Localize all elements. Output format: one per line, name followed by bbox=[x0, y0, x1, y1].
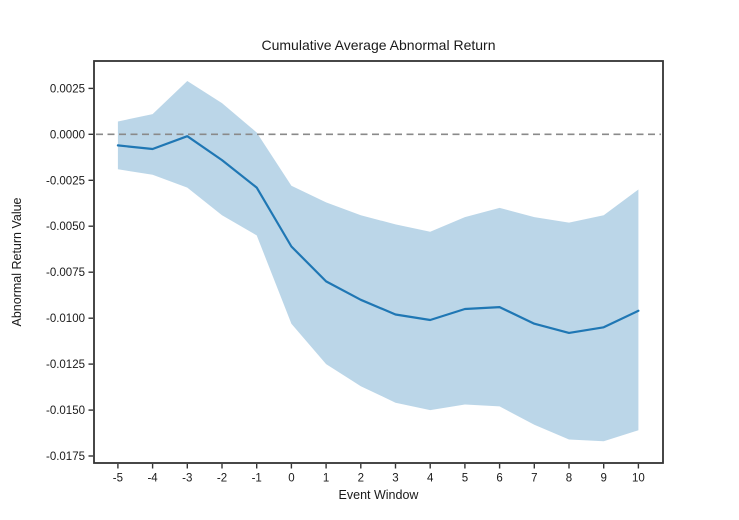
x-tick-label: -3 bbox=[182, 473, 192, 485]
x-tick-label: -2 bbox=[217, 473, 227, 485]
x-tick-label: -1 bbox=[252, 473, 262, 485]
x-axis-label: Event Window bbox=[338, 488, 419, 502]
x-tick-label: 10 bbox=[632, 473, 645, 485]
x-tick-label: -4 bbox=[147, 473, 158, 485]
y-tick-label: -0.0025 bbox=[46, 175, 85, 187]
y-tick-label: 0.0025 bbox=[50, 83, 85, 95]
x-tick-label: 4 bbox=[427, 473, 434, 485]
confidence-band bbox=[117, 81, 639, 442]
x-tick-label: 0 bbox=[288, 473, 294, 485]
y-tick-label: -0.0100 bbox=[46, 313, 85, 325]
x-tick-label: 7 bbox=[531, 473, 537, 485]
x-tick-label: 5 bbox=[462, 473, 468, 485]
y-tick-label: -0.0150 bbox=[46, 405, 85, 417]
y-tick-label: 0.0000 bbox=[50, 129, 85, 141]
caar-line bbox=[116, 135, 640, 334]
x-tick-label: 6 bbox=[496, 473, 502, 485]
y-tick-label: -0.0075 bbox=[46, 267, 85, 279]
axes-frame bbox=[93, 60, 664, 464]
chart-title: Cumulative Average Abnormal Return bbox=[261, 37, 496, 53]
y-axis-label: Abnormal Return Value bbox=[10, 197, 24, 327]
y-tick-label: -0.0125 bbox=[46, 359, 85, 371]
x-tick-label: 2 bbox=[358, 473, 364, 485]
y-tick-label: -0.0050 bbox=[46, 221, 85, 233]
x-tick-label: 8 bbox=[566, 473, 572, 485]
x-tick-label: -5 bbox=[113, 473, 123, 485]
x-tick-label: 3 bbox=[392, 473, 398, 485]
x-tick-label: 9 bbox=[600, 473, 606, 485]
x-tick-label: 1 bbox=[323, 473, 329, 485]
y-tick-label: -0.0175 bbox=[46, 451, 85, 463]
